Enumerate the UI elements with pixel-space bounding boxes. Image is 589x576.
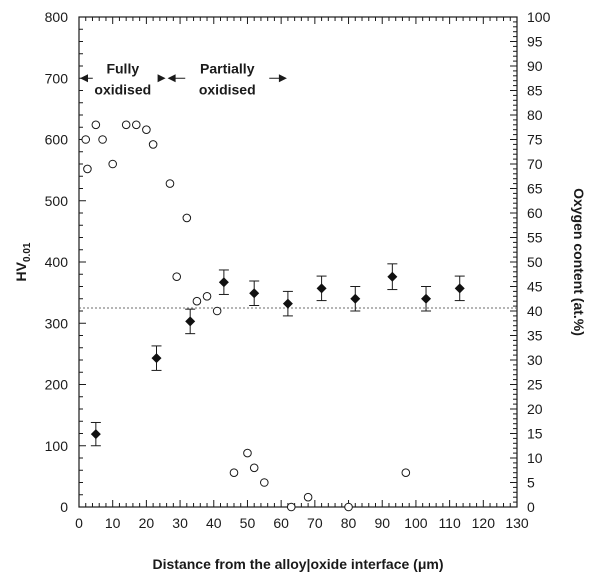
hardness-point: [454, 283, 465, 294]
y-left-tick-label: 700: [45, 70, 69, 86]
y-right-tick-label: 25: [527, 377, 543, 393]
hardness-point: [421, 293, 432, 304]
y-right-tick-label: 75: [527, 132, 543, 148]
x-tick-label: 40: [206, 515, 222, 531]
y-right-tick-label: 95: [527, 34, 543, 50]
oxygen-point: [344, 502, 353, 512]
y-right-tick-label: 90: [527, 58, 543, 74]
oxygen-point: [401, 468, 411, 478]
x-tick-label: 0: [75, 515, 83, 531]
y-left-tick-label: 0: [60, 499, 68, 515]
x-axis-title: Distance from the alloy|oxide interface …: [153, 556, 444, 572]
y-right-tick-label: 55: [527, 230, 543, 246]
x-tick-label: 120: [472, 515, 496, 531]
y-axis-left-title: HV0.01: [13, 242, 33, 281]
hardness-point: [90, 429, 101, 440]
region-arrow-head-left: [80, 74, 88, 83]
y-right-tick-label: 65: [527, 181, 543, 197]
oxygen-point: [83, 164, 92, 174]
oxygen-point: [81, 135, 91, 144]
y-left-tick-label: 600: [45, 132, 69, 148]
region-arrow-head-left: [167, 74, 176, 83]
oxygen-point: [121, 120, 131, 130]
x-tick-label: 30: [172, 515, 188, 531]
oxygen-point: [243, 448, 252, 458]
oxygen-point: [98, 135, 107, 144]
oxygen-point: [148, 140, 158, 149]
oxygen-point: [108, 159, 117, 169]
oxygen-point: [212, 306, 222, 316]
axis-ticks: [78, 16, 518, 508]
x-tick-label: 110: [438, 515, 461, 531]
oxygen-point: [260, 478, 269, 487]
tick-labels: 0 10 20 30 40 50 60 70 80 90 100 110 120 130010020030…: [45, 9, 551, 531]
x-tick-label: 20: [139, 515, 155, 531]
x-tick-label: 80: [341, 515, 357, 531]
y-left-tick-label: 800: [45, 9, 69, 25]
x-tick-label: 10: [105, 515, 121, 531]
region-label-partially-line1: Partially: [200, 60, 255, 76]
region-label-partially-line2: oxidised: [199, 81, 256, 97]
oxygen-point: [172, 272, 182, 282]
hardness-point: [282, 298, 293, 309]
y-axis-left-title-main: HV: [13, 261, 29, 281]
oxygen-point: [182, 213, 192, 223]
y-right-tick-label: 60: [527, 205, 543, 221]
data-marks: [81, 120, 465, 512]
x-tick-label: 90: [374, 515, 390, 531]
y-right-tick-label: 20: [527, 401, 543, 417]
y-right-tick-label: 35: [527, 328, 543, 344]
x-tick-label: 70: [307, 515, 323, 531]
oxygen-point: [229, 468, 239, 478]
x-tick-label: 50: [240, 515, 256, 531]
oxygen-point: [131, 120, 141, 130]
region-annotations: Fully oxidised Partially oxidised: [80, 60, 287, 97]
oxygen-point: [165, 179, 175, 188]
region-arrow-head-right: [157, 74, 166, 83]
y-left-tick-label: 100: [45, 438, 69, 454]
y-right-tick-label: 80: [527, 107, 543, 123]
x-tick-label: 130: [505, 515, 529, 531]
hardness-point: [249, 288, 260, 299]
hardness-point: [316, 283, 327, 294]
y-right-tick-label: 5: [527, 475, 535, 491]
y-left-tick-label: 400: [45, 254, 69, 270]
y-right-tick-label: 85: [527, 83, 543, 99]
y-axis-left-title-subscript: 0.01: [22, 242, 33, 262]
oxygen-point: [202, 292, 212, 301]
y-right-tick-label: 15: [527, 426, 543, 442]
oxygen-point: [249, 463, 259, 473]
hardness-point: [387, 271, 398, 282]
y-left-tick-label: 200: [45, 377, 69, 393]
y-right-tick-label: 10: [527, 450, 543, 466]
y-left-tick-label: 500: [45, 193, 69, 209]
hardness-point: [185, 316, 196, 327]
region-label-fully-line1: Fully: [106, 60, 139, 76]
oxygen-point: [91, 120, 101, 130]
region-label-fully-line2: oxidised: [94, 81, 151, 97]
y-right-tick-label: 40: [527, 303, 543, 319]
y-right-tick-label: 30: [527, 352, 543, 368]
region-arrow-head-right: [278, 74, 287, 83]
hardness-point: [350, 293, 361, 304]
y-right-tick-label: 45: [527, 279, 543, 295]
y-right-tick-label: 100: [527, 9, 551, 25]
hardness-point: [151, 353, 162, 364]
x-tick-label: 60: [273, 515, 289, 531]
y-left-tick-label: 300: [45, 315, 69, 331]
hardness-point: [218, 277, 229, 288]
oxygen-point: [142, 125, 151, 134]
y-axis-right-title: Oxygen content (at.%): [571, 188, 587, 336]
oxygen-point: [192, 296, 202, 306]
oxygen-point: [303, 492, 313, 502]
y-right-tick-label: 50: [527, 254, 543, 270]
y-right-tick-label: 70: [527, 156, 543, 172]
oxygen-point: [286, 502, 296, 512]
x-tick-label: 100: [404, 515, 428, 531]
y-right-tick-label: 0: [527, 499, 535, 515]
